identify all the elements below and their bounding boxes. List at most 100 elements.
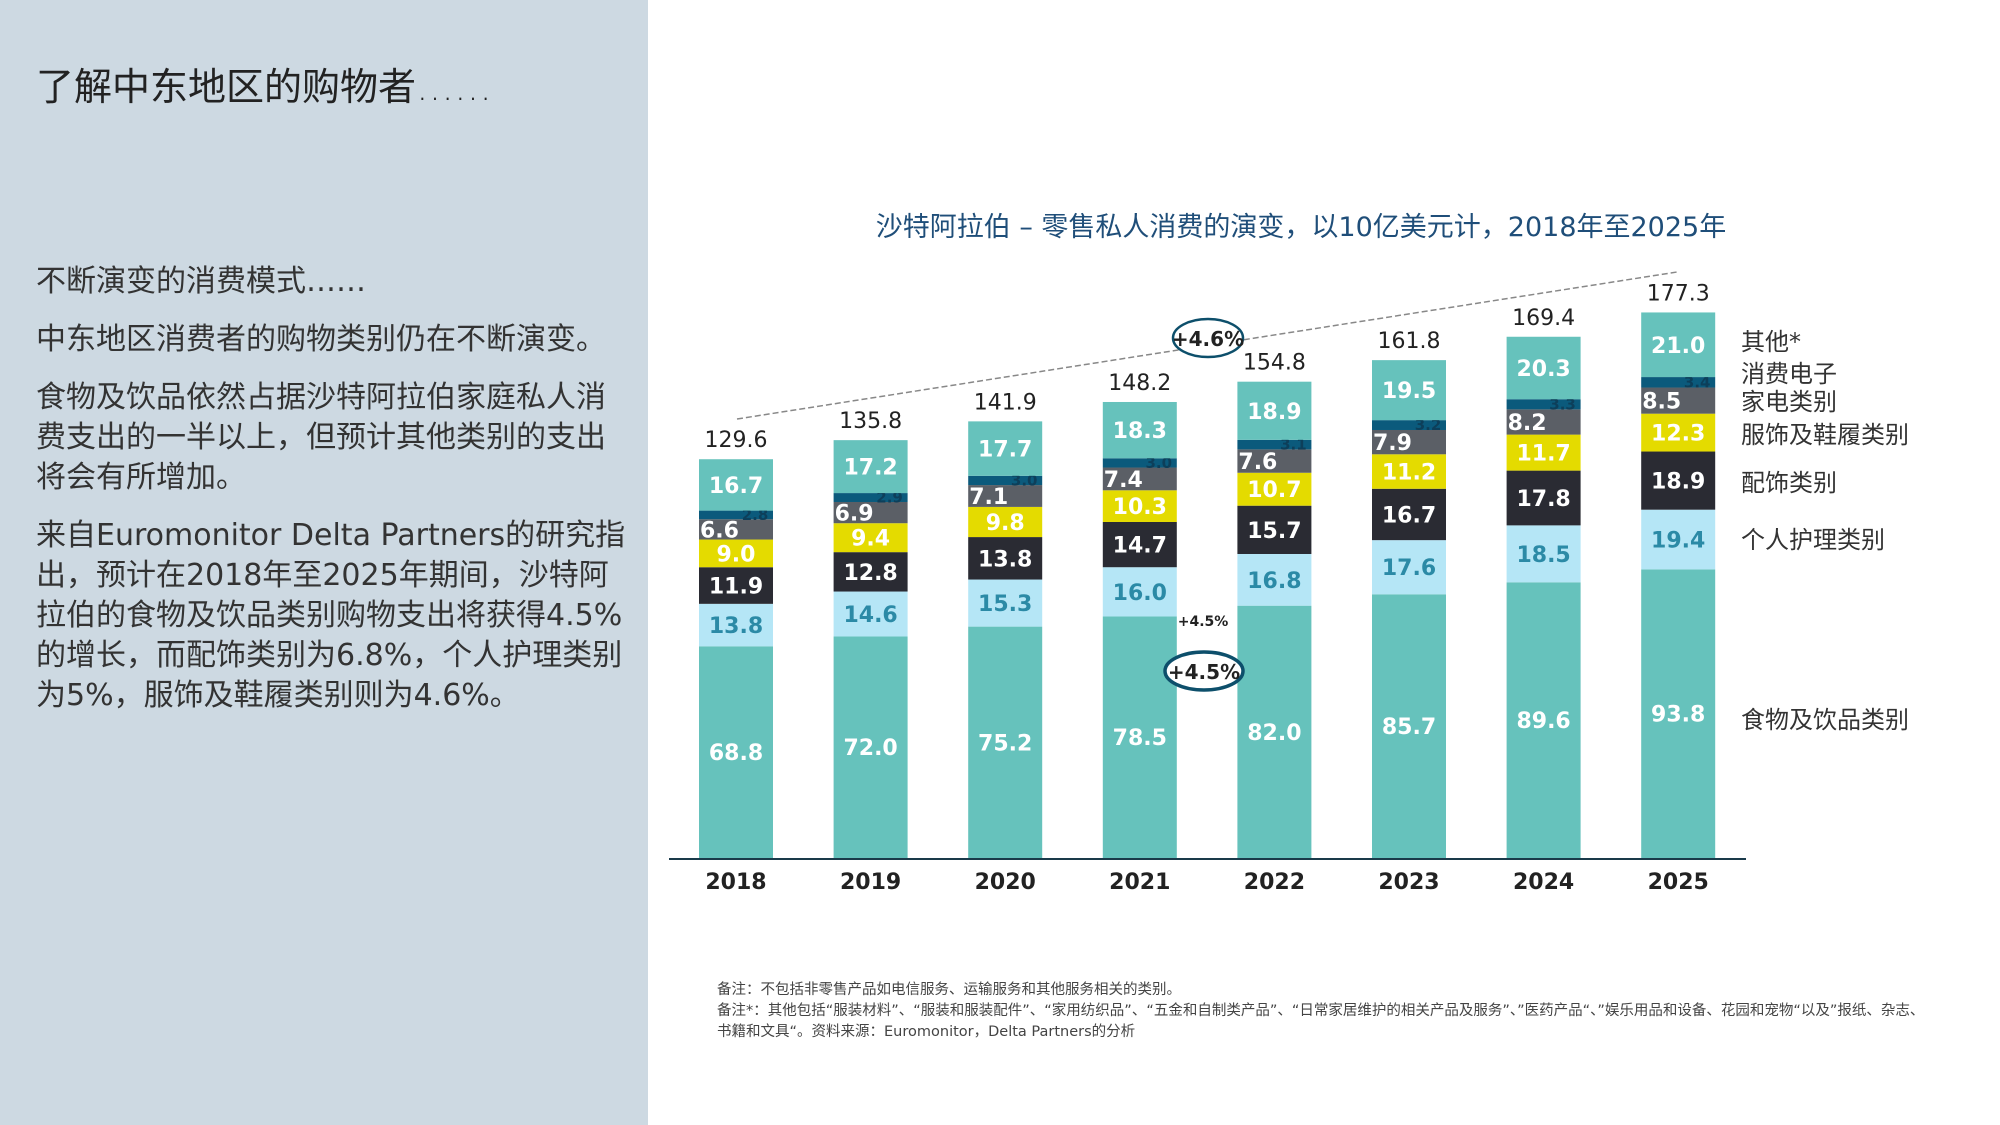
bar-segment <box>699 567 773 604</box>
segment-label: 3.4 <box>1684 373 1711 391</box>
bar-segment <box>1237 605 1312 858</box>
x-tick-label: 2021 <box>1109 870 1170 895</box>
segment-label: 21.0 <box>1651 334 1705 359</box>
bar-segment <box>968 475 1043 486</box>
segment-label: 17.6 <box>1382 556 1436 581</box>
x-tick-label: 2018 <box>705 870 766 895</box>
bar-segment <box>1506 399 1581 410</box>
legend-label: 其他* <box>1741 328 1801 356</box>
bar-segment <box>833 501 908 524</box>
segment-label: 11.9 <box>709 575 763 600</box>
bar-segment <box>699 646 773 858</box>
bar-segment <box>968 421 1043 476</box>
bar-segment <box>699 459 773 511</box>
segment-label: 16.8 <box>1247 569 1301 594</box>
paragraph: 来自Euromonitor Delta Partners的研究指出，预计在201… <box>36 518 626 713</box>
segment-label: 9.8 <box>986 511 1025 536</box>
segment-label: 7.9 <box>1373 431 1412 456</box>
segment-label: 18.5 <box>1516 543 1570 568</box>
bar-segment <box>1237 553 1312 606</box>
footnote: 备注：不包括非零售产品如电信服务、运输服务和其他服务相关的类别。 <box>717 982 1181 998</box>
bar-segment <box>833 493 908 502</box>
bar-segment <box>833 440 908 494</box>
bar-segment <box>1506 470 1581 526</box>
segment-label: 7.6 <box>1238 450 1277 475</box>
total-trend-line <box>736 271 1678 420</box>
x-tick-label: 2024 <box>1513 870 1574 895</box>
bar-segment <box>1372 488 1446 541</box>
bar-segment <box>1506 336 1581 400</box>
bar-segment <box>1506 434 1581 471</box>
left-panel: 了解中东地区的购物者…… 不断演变的消费模式…… 中东地区消费者的购物类别仍在不… <box>0 0 648 1125</box>
bar-segment <box>833 552 908 592</box>
bar-segment <box>1237 381 1312 440</box>
segment-label: 14.7 <box>1113 534 1167 559</box>
body-text: 不断演变的消费模式…… 中东地区消费者的购物类别仍在不断演变。 食物及饮品依然占… <box>36 262 626 734</box>
segment-label: 13.8 <box>978 547 1032 572</box>
segment-label: 6.9 <box>835 502 874 527</box>
segment-label: 20.3 <box>1516 357 1570 382</box>
legend-label: 配饰类别 <box>1741 469 1837 497</box>
bar-segment <box>1102 467 1177 491</box>
segment-label: 8.5 <box>1642 390 1681 415</box>
bar-segment <box>1641 509 1716 570</box>
segment-label: 19.5 <box>1382 379 1436 404</box>
bar-segment <box>1237 472 1312 506</box>
bar-segment <box>968 485 1043 507</box>
bar-segment <box>1641 387 1716 414</box>
bar-segment <box>968 506 1043 538</box>
paragraph: 中东地区消费者的购物类别仍在不断演变。 <box>36 322 606 357</box>
bar-segment <box>968 626 1043 858</box>
segment-label: 9.0 <box>717 542 756 567</box>
bar-segment <box>1506 409 1581 435</box>
segment-label: 16.7 <box>709 474 763 499</box>
segment-label: 12.8 <box>843 561 897 586</box>
segment-label: 10.3 <box>1113 495 1167 520</box>
total-label: 161.8 <box>1378 329 1441 354</box>
bar-segment <box>1372 454 1446 489</box>
total-label: 141.9 <box>974 390 1037 415</box>
legend-label: 服饰及鞋履类别 <box>1741 421 1909 449</box>
bar-segment <box>1506 525 1581 583</box>
segment-label: 3.0 <box>1146 454 1173 472</box>
bar-segment <box>1237 439 1312 450</box>
bar-segment <box>699 539 773 568</box>
segment-label: 7.4 <box>1104 468 1143 493</box>
bar-segment <box>699 603 773 647</box>
segment-label: 75.2 <box>978 731 1032 756</box>
segment-label: 16.0 <box>1113 581 1167 606</box>
legend-label: 消费电子 <box>1741 360 1837 388</box>
segment-label: 10.7 <box>1247 478 1301 503</box>
legend-label: 个人护理类别 <box>1741 526 1885 554</box>
bar-segment <box>1102 490 1177 522</box>
segment-label: 18.3 <box>1113 419 1167 444</box>
bar-segment <box>1641 312 1716 378</box>
bar-segment <box>833 591 908 637</box>
total-label: 154.8 <box>1243 351 1306 376</box>
bar-segment <box>1102 521 1177 568</box>
segment-label: 18.9 <box>1247 400 1301 425</box>
total-label: 169.4 <box>1512 306 1575 331</box>
bar-segment <box>968 537 1043 580</box>
bar-segment <box>1372 540 1446 595</box>
food-cagr-small-label: +4.5% <box>1178 614 1229 630</box>
bar-segment <box>1641 569 1716 858</box>
segment-label: 93.8 <box>1651 703 1705 728</box>
segment-label: 3.3 <box>1549 395 1576 413</box>
bar-segment <box>1372 594 1446 858</box>
bar-segment <box>1641 377 1716 388</box>
food-cagr-label: +4.5% <box>1168 660 1240 684</box>
bar-segment <box>1102 616 1177 858</box>
total-label: 129.6 <box>705 428 768 453</box>
segment-label: 72.0 <box>843 736 897 761</box>
segment-label: 3.1 <box>1280 436 1307 454</box>
segment-label: 11.2 <box>1382 461 1436 486</box>
segment-label: 89.6 <box>1516 709 1570 734</box>
segment-label: 17.8 <box>1516 487 1570 512</box>
segment-label: 7.1 <box>969 485 1008 510</box>
segment-label: 17.2 <box>843 456 897 481</box>
bar-segment <box>1237 449 1312 473</box>
segment-label: 3.0 <box>1011 471 1038 489</box>
segment-label: 19.4 <box>1651 529 1705 554</box>
